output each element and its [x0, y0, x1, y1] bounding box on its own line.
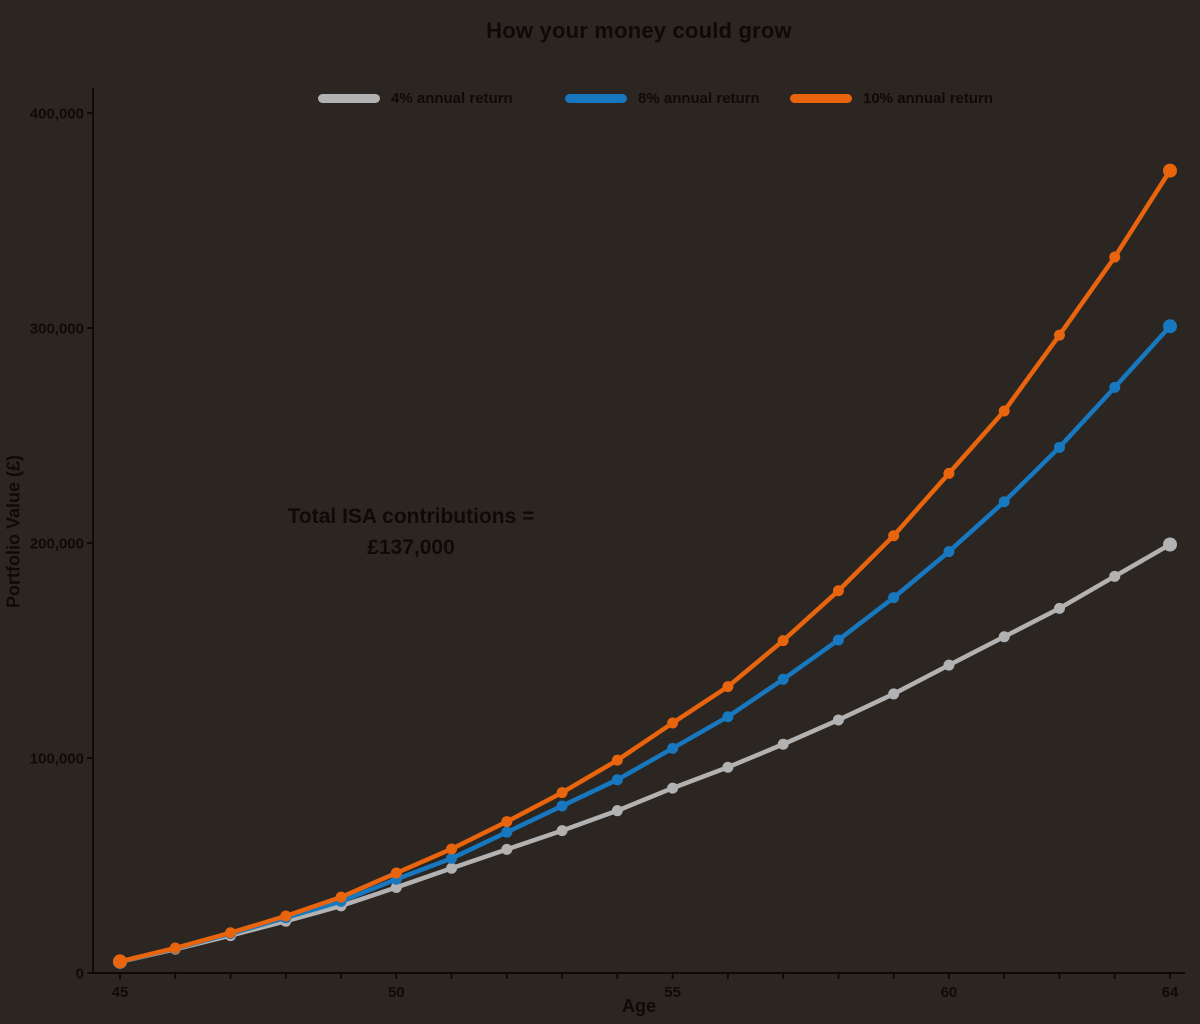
- data-point-0: [943, 659, 955, 671]
- data-point-1: [667, 742, 679, 754]
- data-point-0: [888, 688, 900, 700]
- annotation-line-1: Total ISA contributions =: [287, 505, 535, 528]
- legend-item-8pct: 8% annual return: [565, 86, 760, 110]
- legend-swatch-4pct: [318, 93, 380, 103]
- y-tick-label: 200,000: [30, 536, 84, 553]
- data-point-1: [943, 546, 955, 558]
- data-point-2: [722, 681, 734, 693]
- data-point-0: [611, 805, 623, 817]
- data-point-1: [446, 852, 458, 864]
- data-point-2: [832, 585, 844, 597]
- legend: 4% annual return 8% annual return 10% an…: [0, 86, 1200, 110]
- data-point-0: [832, 714, 844, 726]
- legend-swatch-10pct: [790, 93, 852, 103]
- data-point-1: [1109, 381, 1121, 393]
- x-axis-title: Age: [621, 996, 656, 1016]
- x-tick-label: 50: [388, 984, 405, 1001]
- data-point-0: [1163, 537, 1177, 552]
- data-point-0: [777, 738, 789, 750]
- data-point-2: [1163, 163, 1177, 178]
- legend-item-4pct: 4% annual return: [318, 86, 513, 110]
- data-point-2: [667, 717, 679, 729]
- legend-swatch-8pct: [565, 93, 627, 103]
- data-point-2: [390, 867, 402, 879]
- data-point-2: [1053, 329, 1065, 341]
- legend-label-8pct: 8% annual return: [638, 89, 760, 107]
- legend-label-4pct: 4% annual return: [391, 89, 513, 107]
- data-point-1: [501, 826, 513, 838]
- series-line-2: [117, 168, 1173, 964]
- y-tick-label: 100,000: [30, 751, 84, 768]
- data-point-0: [390, 881, 402, 893]
- data-point-0: [1053, 602, 1065, 614]
- data-point-0: [1109, 570, 1121, 582]
- data-point-2: [501, 816, 513, 828]
- data-point-0: [998, 631, 1010, 643]
- data-point-2: [777, 635, 789, 647]
- series-line-0: [117, 542, 1173, 965]
- data-point-1: [556, 800, 568, 812]
- data-point-2: [1109, 251, 1121, 263]
- data-point-2: [446, 843, 458, 855]
- data-point-2: [225, 927, 237, 939]
- data-point-2: [113, 954, 127, 969]
- x-tick-label: 64: [1162, 984, 1179, 1001]
- x-tick-label: 55: [664, 984, 681, 1001]
- x-tick-label: 45: [112, 984, 129, 1001]
- legend-item-10pct: 10% annual return: [790, 86, 993, 110]
- data-point-0: [446, 862, 458, 874]
- data-point-1: [611, 774, 623, 786]
- axis-lines: [92, 88, 1185, 974]
- data-point-2: [169, 942, 181, 954]
- annotation-line-2: £137,000: [367, 536, 455, 559]
- data-point-1: [722, 711, 734, 723]
- data-point-2: [943, 467, 955, 479]
- data-point-1: [888, 592, 900, 604]
- data-point-2: [888, 530, 900, 542]
- data-point-2: [556, 787, 568, 799]
- data-point-0: [667, 782, 679, 794]
- data-point-0: [722, 761, 734, 773]
- data-point-2: [998, 405, 1010, 417]
- y-tick-label: 0: [76, 966, 84, 983]
- data-point-0: [556, 825, 568, 837]
- data-point-1: [998, 496, 1010, 508]
- annotation-total-contributions: Total ISA contributions = £137,000: [261, 501, 561, 563]
- data-point-1: [777, 673, 789, 685]
- legend-label-10pct: 10% annual return: [863, 89, 994, 107]
- data-point-1: [1163, 319, 1177, 334]
- chart-title: How your money could grow: [486, 18, 792, 43]
- y-tick-label: 300,000: [30, 321, 84, 338]
- y-axis-title: Portfolio Value (£): [3, 454, 24, 609]
- data-point-0: [501, 843, 513, 855]
- x-tick-label: 60: [941, 984, 958, 1001]
- data-point-2: [611, 754, 623, 766]
- data-point-2: [280, 910, 292, 922]
- series-line-1: [117, 324, 1173, 964]
- data-point-1: [1053, 441, 1065, 453]
- y-tick-label: 400,000: [30, 106, 84, 123]
- data-point-1: [832, 634, 844, 646]
- data-point-2: [335, 891, 347, 903]
